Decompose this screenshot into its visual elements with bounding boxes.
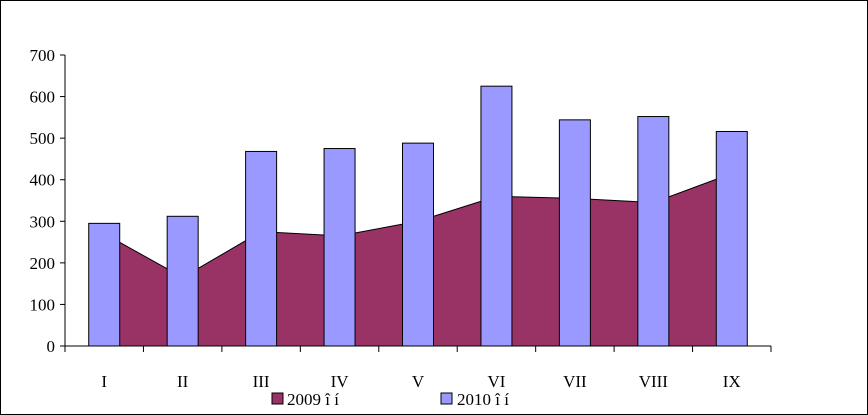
x-tick-label: VI: [487, 372, 505, 391]
bar-2010-I: [88, 222, 121, 347]
y-tick-label: 200: [30, 254, 56, 273]
y-tick-label: 400: [30, 171, 56, 190]
legend-2009-swatch: [271, 392, 284, 405]
y-tick-label: 700: [30, 46, 56, 65]
x-tick-label: V: [412, 372, 425, 391]
legend-2010-swatch: [440, 392, 453, 405]
y-tick-label: 600: [30, 88, 56, 107]
y-tick-label: 300: [30, 212, 56, 231]
bar-2010-VIII: [637, 116, 670, 347]
x-tick-label: IX: [723, 372, 741, 391]
x-tick-label: III: [253, 372, 270, 391]
bar-2010-V: [402, 142, 434, 347]
x-tick-label: I: [101, 372, 107, 391]
x-tick-label: IV: [331, 372, 350, 391]
bar-2010-IV: [323, 148, 356, 347]
bar-2010-III: [245, 150, 278, 347]
x-tick-label: II: [177, 372, 189, 391]
y-tick-label: 100: [30, 295, 56, 314]
x-tick-label: VIII: [639, 372, 669, 391]
bar-2010-II: [166, 215, 199, 347]
y-tick-label: 0: [47, 337, 56, 356]
bar-2010-VII: [558, 119, 591, 347]
bar-2010-VI: [480, 85, 513, 347]
legend-2009-label: 2009 î í: [287, 390, 339, 409]
x-tick-label: VII: [563, 372, 587, 391]
legend-2010-label: 2010 î í: [457, 390, 509, 409]
bar-2010-IX: [715, 130, 748, 347]
y-tick-label: 500: [30, 129, 56, 148]
